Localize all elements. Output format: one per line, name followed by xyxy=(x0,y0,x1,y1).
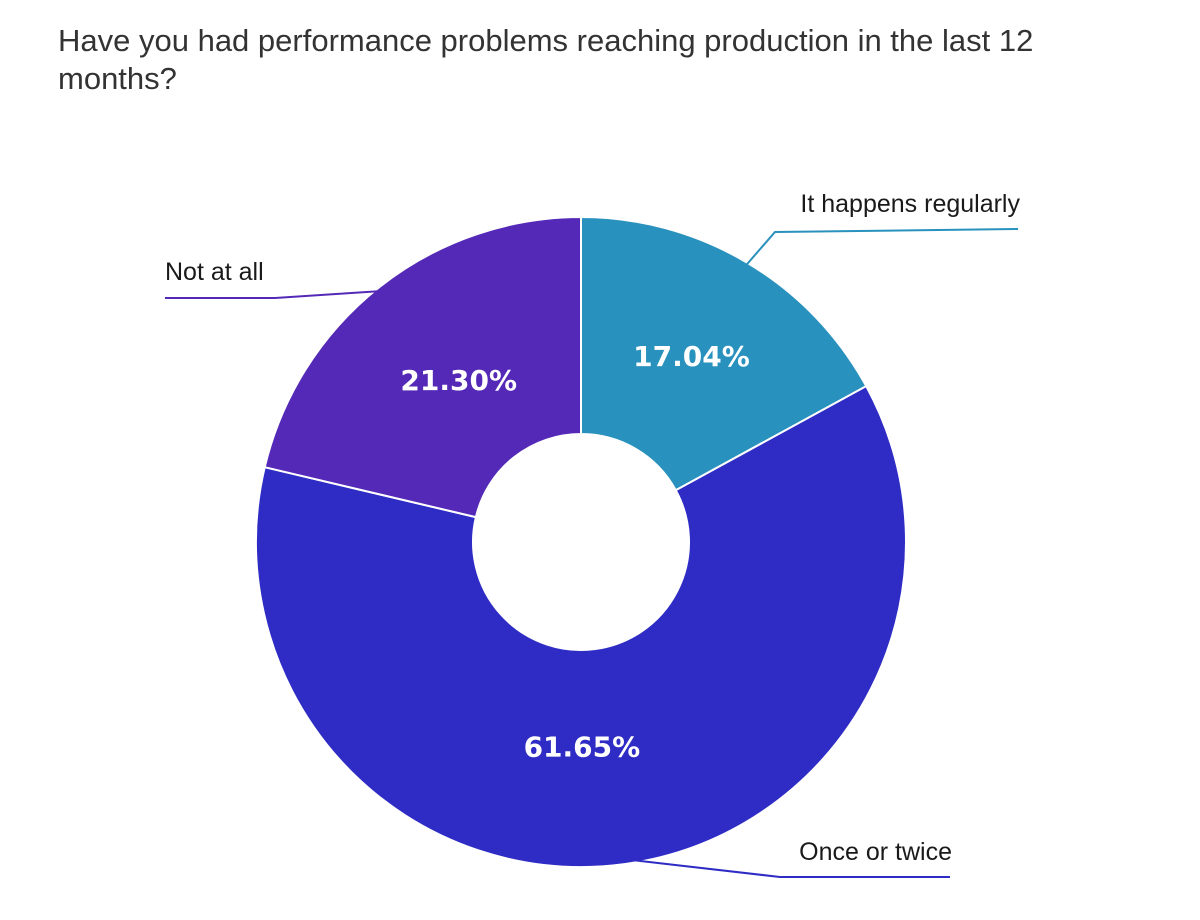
percent-label-1: 17.04% xyxy=(633,340,750,373)
percent-label-2: 61.65% xyxy=(524,731,641,764)
donut-slice-1 xyxy=(580,215,868,492)
leader-lines xyxy=(165,228,1019,878)
category-label-1: It happens regularly xyxy=(800,190,1020,218)
donut-slice-2 xyxy=(255,384,907,868)
leader-line-3 xyxy=(165,290,383,299)
donut-slice-3 xyxy=(263,215,582,519)
category-label-2: Once or twice xyxy=(799,838,952,866)
percent-label-3: 21.30% xyxy=(400,364,517,397)
category-label-3: Not at all xyxy=(165,258,264,286)
donut-slices xyxy=(255,215,907,868)
percentage-labels: 17.04% 61.65% 21.30% xyxy=(400,340,749,764)
leader-line-2 xyxy=(623,858,950,878)
category-labels: It happens regularly Once or twice Not at … xyxy=(165,190,1020,866)
chart-title: Have you had performance problems reachi… xyxy=(58,23,1034,96)
leader-line-1 xyxy=(742,228,1019,270)
